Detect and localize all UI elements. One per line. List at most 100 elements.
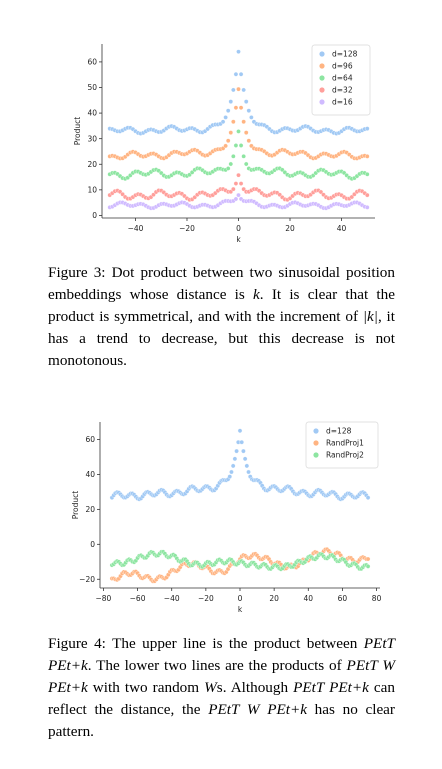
data-point (228, 161, 234, 167)
data-point (364, 192, 370, 198)
legend-frame (305, 421, 379, 469)
x-tick-label: −20 (179, 224, 195, 233)
data-point (231, 154, 236, 159)
data-point (232, 456, 238, 462)
data-point (225, 166, 231, 171)
data-point (365, 556, 371, 562)
legend-label: d=96 (332, 62, 353, 71)
data-point (241, 154, 246, 159)
caption-text: , it has a trend to decrease, but this d… (48, 308, 395, 369)
data-point (365, 495, 371, 500)
figure-3-caption: Figure 3: Dot product between two sinuso… (48, 262, 395, 372)
data-point (229, 469, 234, 475)
data-point (225, 108, 231, 113)
data-point (233, 105, 239, 110)
series-d=16 (107, 192, 370, 211)
x-tick-label: −20 (198, 594, 214, 603)
data-point (243, 161, 249, 167)
data-point (365, 564, 371, 569)
caption-text: Dot product between two sinusoidal posit… (48, 264, 395, 303)
legend-marker (319, 99, 325, 105)
legend-marker (319, 75, 325, 81)
x-tick-label: 40 (337, 224, 347, 233)
legend-label: RandProj2 (326, 451, 364, 460)
data-point (241, 448, 246, 454)
data-point (236, 172, 241, 178)
data-point (364, 126, 370, 131)
figure-3-label: Figure 3: (48, 264, 106, 281)
data-point (243, 130, 249, 135)
legend: d=128 d=96 d=64 d=32 d=16 (311, 44, 371, 116)
data-point (233, 181, 239, 186)
data-point (246, 469, 251, 475)
caption-text: has no clear pattern. (48, 701, 395, 740)
series-d=96 (107, 86, 370, 161)
data-point (231, 87, 236, 93)
series-d=128 (107, 49, 370, 136)
x-axis-label: k (236, 235, 241, 244)
x-tick-label: 0 (238, 594, 243, 603)
data-point (223, 115, 228, 120)
data-point (231, 186, 236, 192)
math-pe-product: PEtT PEt+k (48, 635, 396, 674)
legend-label: d=64 (332, 74, 353, 83)
caption-text: can reflect the distance, the (48, 679, 396, 718)
data-point (237, 428, 243, 434)
caption-text: with two random (87, 679, 205, 696)
y-tick-label: 40 (85, 470, 95, 479)
math-pe-w-product: PEtT W PEt+k (48, 657, 395, 696)
data-point (220, 119, 226, 125)
data-point (238, 105, 244, 110)
figure-3-chart: −40 −20 0 20 40 0 10 20 30 40 50 60 k Product d=128 d=9… (73, 44, 375, 244)
legend-label: d=32 (332, 86, 353, 95)
data-point (230, 463, 236, 469)
legend-marker (319, 51, 325, 57)
y-tick-label: 30 (87, 134, 97, 143)
legend-marker (319, 87, 325, 93)
y-axis-label: Product (73, 117, 82, 146)
data-point (241, 119, 246, 124)
series-d=64 (107, 129, 370, 182)
x-tick-label: −80 (96, 594, 112, 603)
y-tick-label: 0 (90, 540, 95, 549)
data-point (236, 49, 241, 54)
figure-4-label: Figure 4: (48, 635, 106, 652)
legend-label: d=16 (332, 98, 353, 107)
data-point (234, 448, 239, 454)
data-point (227, 474, 233, 479)
y-tick-label: 20 (87, 160, 97, 169)
x-tick-label: −60 (130, 594, 146, 603)
data-point (233, 196, 239, 202)
legend-marker (313, 428, 319, 434)
math-pe-w-product: PEtT W PEt+k (208, 701, 307, 718)
series-RandProj2 (109, 549, 371, 572)
x-tick-label: −40 (164, 594, 180, 603)
data-point (238, 143, 244, 148)
y-tick-label: −20 (79, 575, 95, 584)
legend-marker (313, 440, 319, 446)
series-d=32 (107, 172, 370, 203)
y-tick-label: 40 (87, 109, 97, 118)
data-point (231, 119, 236, 124)
legend-label: d=128 (326, 427, 352, 436)
math-k: k (253, 286, 260, 303)
y-tick-label: 60 (85, 435, 95, 444)
data-point (225, 138, 231, 143)
data-point (364, 154, 370, 159)
x-tick-label: 80 (372, 594, 382, 603)
legend-label: d=128 (332, 50, 358, 59)
data-point (228, 130, 234, 135)
legend-marker (313, 452, 319, 458)
x-tick-label: 40 (304, 594, 314, 603)
data-point (249, 115, 254, 120)
data-point (236, 86, 241, 92)
x-tick-label: 60 (338, 594, 348, 603)
data-point (364, 172, 370, 177)
math-w: W (204, 679, 217, 696)
caption-text: . It is clear that the product is symmet… (48, 286, 395, 325)
data-point (233, 71, 239, 77)
data-point (243, 99, 249, 104)
data-point (244, 463, 250, 469)
x-tick-label: 20 (285, 224, 295, 233)
caption-text: The upper line is the product between (112, 635, 364, 652)
